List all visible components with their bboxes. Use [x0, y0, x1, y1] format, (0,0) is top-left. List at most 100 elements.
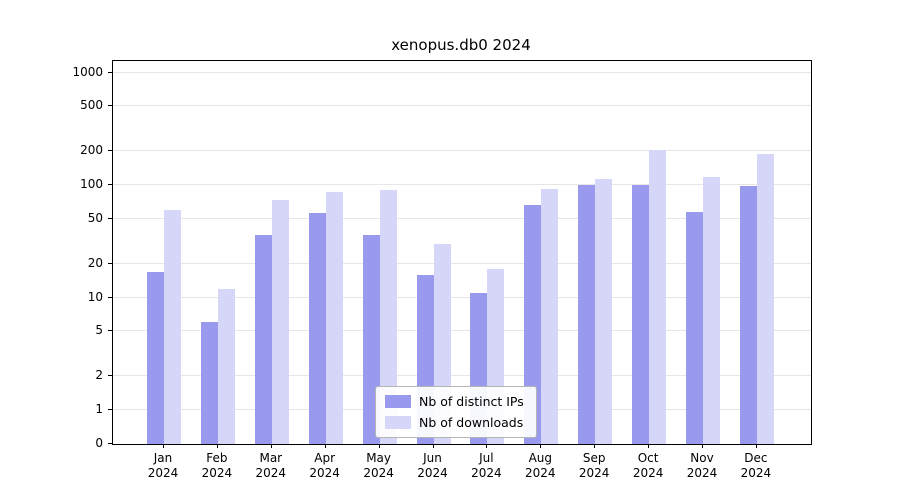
chart-title: xenopus.db0 2024 — [391, 36, 531, 54]
y-tick-mark-0 — [108, 443, 112, 444]
bar-downloads-feb — [217, 288, 235, 444]
bar-distinct-ips-sep — [578, 185, 596, 444]
y-tick-mark-1000 — [108, 71, 112, 73]
y-tick-label-5: 5 — [95, 323, 103, 338]
x-tick-year: 2024 — [417, 466, 448, 480]
y-tick-mark-100 — [108, 184, 112, 185]
x-tick-label-nov: Nov 2024 — [670, 451, 734, 481]
legend-swatch-distinct-ips — [385, 395, 411, 408]
y-tick-mark-200 — [108, 150, 112, 152]
gridline-1000 — [113, 71, 811, 73]
x-tick-mark-aug — [540, 444, 542, 448]
x-tick-mark-mar — [270, 444, 272, 448]
bar-downloads-dec — [756, 153, 774, 444]
bar-distinct-ips-mar — [254, 234, 272, 444]
bar-distinct-ips-feb — [200, 322, 218, 444]
x-tick-label-jun: Jun 2024 — [401, 451, 465, 481]
x-tick-mark-dec — [755, 444, 757, 448]
x-tick-year: 2024 — [686, 466, 718, 480]
x-tick-mark-jun — [432, 444, 434, 448]
y-tick-label-0: 0 — [95, 436, 103, 450]
legend-item-downloads: Nb of downloads — [385, 415, 524, 430]
legend-item-distinct-ips: Nb of distinct IPs — [385, 394, 524, 409]
x-tick-month: Nov — [690, 451, 714, 465]
x-tick-label-dec: Dec 2024 — [724, 451, 788, 481]
gridline-50 — [113, 217, 811, 219]
y-tick-label-1000: 1000 — [72, 64, 103, 79]
x-tick-label-jan: Jan 2024 — [131, 451, 195, 481]
gridline-20 — [113, 262, 811, 264]
x-tick-label-sep: Sep 2024 — [562, 451, 626, 481]
y-tick-label-2: 2 — [95, 368, 103, 383]
gridline-200 — [113, 150, 811, 152]
plot-area: Nb of distinct IPs Nb of downloads — [112, 60, 812, 445]
x-tick-label-may: May 2024 — [347, 451, 411, 481]
bar-distinct-ips-oct — [632, 185, 650, 444]
y-tick-mark-5 — [108, 330, 112, 332]
bar-downloads-jan — [164, 209, 181, 444]
x-tick-month: Sep — [582, 451, 606, 465]
bar-downloads-may — [379, 190, 397, 444]
bar-distinct-ips-jan — [147, 271, 164, 444]
gridline-500 — [113, 105, 811, 107]
bar-downloads-aug — [541, 188, 559, 444]
x-tick-year: 2024 — [201, 466, 233, 480]
x-tick-label-jul: Jul 2024 — [454, 451, 518, 481]
bar-distinct-ips-dec — [739, 185, 757, 444]
y-tick-mark-2 — [108, 375, 112, 377]
bar-downloads-sep — [595, 179, 613, 444]
bar-downloads-oct — [649, 149, 667, 444]
x-tick-label-feb: Feb 2024 — [185, 451, 249, 481]
y-tick-label-10: 10 — [87, 289, 103, 304]
x-tick-year: 2024 — [632, 466, 664, 480]
x-tick-month: Dec — [744, 451, 768, 465]
bar-distinct-ips-nov — [686, 212, 703, 444]
x-tick-mark-apr — [324, 444, 326, 448]
y-tick-label-1: 1 — [95, 402, 103, 416]
y-tick-label-50: 50 — [87, 210, 103, 225]
x-tick-label-aug: Aug 2024 — [508, 451, 572, 481]
y-tick-mark-1 — [108, 409, 112, 410]
y-tick-label-100: 100 — [80, 177, 103, 191]
x-tick-label-mar: Mar 2024 — [239, 451, 303, 481]
gridline-10 — [113, 296, 811, 298]
x-tick-mark-may — [378, 444, 380, 448]
y-tick-mark-10 — [108, 296, 112, 298]
x-tick-month: Apr — [314, 451, 336, 465]
bar-downloads-mar — [271, 200, 289, 444]
x-tick-mark-jul — [486, 444, 488, 448]
gridline-100 — [113, 184, 811, 185]
y-tick-label-200: 200 — [80, 143, 103, 158]
x-tick-month: Jul — [479, 451, 494, 465]
legend-label-distinct-ips: Nb of distinct IPs — [419, 394, 524, 409]
x-tick-year: 2024 — [363, 466, 394, 480]
x-tick-label-oct: Oct 2024 — [616, 451, 680, 481]
x-tick-month: Jun — [423, 451, 442, 465]
x-tick-mark-feb — [216, 444, 218, 448]
x-tick-month: Oct — [637, 451, 659, 465]
x-tick-year: 2024 — [525, 466, 556, 480]
x-tick-mark-oct — [648, 444, 650, 448]
gridline-2 — [113, 375, 811, 377]
y-tick-mark-50 — [108, 217, 112, 219]
legend-label-downloads: Nb of downloads — [419, 415, 524, 430]
legend: Nb of distinct IPs Nb of downloads — [375, 386, 537, 438]
x-tick-year: 2024 — [740, 466, 772, 480]
legend-swatch-downloads — [385, 416, 411, 429]
x-tick-mark-sep — [594, 444, 596, 448]
y-tick-label-500: 500 — [80, 98, 103, 113]
x-tick-month: Jan — [153, 451, 173, 465]
x-tick-label-apr: Apr 2024 — [293, 451, 357, 481]
bar-downloads-apr — [325, 192, 343, 444]
bar-downloads-nov — [703, 177, 720, 444]
x-tick-mark-nov — [702, 444, 703, 448]
x-tick-year: 2024 — [309, 466, 340, 480]
y-tick-mark-20 — [108, 262, 112, 264]
x-tick-month: Aug — [528, 451, 553, 465]
x-tick-year: 2024 — [255, 466, 287, 480]
y-tick-label-20: 20 — [87, 255, 103, 270]
x-tick-mark-jan — [163, 444, 164, 448]
x-tick-month: May — [366, 451, 391, 465]
bar-distinct-ips-aug — [524, 205, 542, 444]
